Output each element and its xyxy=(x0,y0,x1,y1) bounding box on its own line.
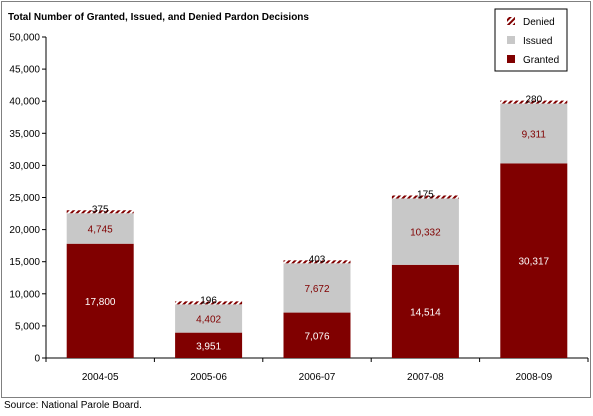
bar-granted xyxy=(391,264,459,358)
data-label-granted: 14,514 xyxy=(410,307,441,318)
y-tick-label: 50,000 xyxy=(9,33,40,44)
data-label-denied: 280 xyxy=(525,95,542,106)
y-tick-label: 5,000 xyxy=(15,321,40,332)
x-tick-label: 2004-05 xyxy=(82,372,119,383)
x-tick-label: 2008-09 xyxy=(515,372,552,383)
y-tick-label: 40,000 xyxy=(9,97,40,108)
bar-issued xyxy=(283,263,351,313)
legend-swatch-granted xyxy=(507,55,515,63)
bar-granted xyxy=(500,163,568,358)
data-label-denied: 196 xyxy=(200,295,217,306)
bar-granted xyxy=(66,243,134,358)
x-tick-label: 2007-08 xyxy=(407,372,444,383)
y-tick-label: 20,000 xyxy=(9,225,40,236)
data-label-issued: 9,311 xyxy=(522,129,547,140)
x-tick-label: 2005-06 xyxy=(190,372,227,383)
legend-label-denied: Denied xyxy=(523,17,555,28)
axes: 0 5,000 10,000 15,000 20,000 25,000 30,000 35,0… xyxy=(9,33,589,383)
bar-granted xyxy=(283,312,351,358)
bar-denied xyxy=(175,301,243,305)
data-label-granted: 30,317 xyxy=(519,257,550,268)
data-label-denied: 403 xyxy=(309,254,326,265)
y-tick-label: 25,000 xyxy=(9,193,40,204)
data-label-issued: 4,402 xyxy=(196,315,221,326)
data-label-granted: 3,951 xyxy=(196,341,221,352)
y-tick-label: 30,000 xyxy=(9,161,40,172)
source-note: Source: National Parole Board. xyxy=(4,400,142,411)
bars: 17,800 4,745 375 3,951 4,402 196 7,076 7,672 403… xyxy=(66,95,568,358)
bar-denied xyxy=(391,195,459,199)
bar-denied xyxy=(66,210,134,214)
bar-issued xyxy=(500,103,568,164)
data-label-issued: 10,332 xyxy=(410,228,441,239)
legend-label-granted: Granted xyxy=(523,55,559,66)
legend-label-issued: Issued xyxy=(523,36,552,47)
data-label-denied: 175 xyxy=(417,189,434,200)
y-tick-label: 10,000 xyxy=(9,289,40,300)
bar-denied xyxy=(500,100,568,104)
data-label-denied: 375 xyxy=(92,204,109,215)
bar-issued xyxy=(175,304,243,333)
y-tick-label: 45,000 xyxy=(9,65,40,76)
chart-title: Total Number of Granted, Issued, and Den… xyxy=(8,12,309,23)
bar-issued xyxy=(66,213,134,244)
legend-swatch-denied xyxy=(507,17,515,25)
y-tick-label: 15,000 xyxy=(9,257,40,268)
y-tick-label: 35,000 xyxy=(9,129,40,140)
data-label-granted: 17,800 xyxy=(85,297,116,308)
bar-issued xyxy=(391,198,459,265)
legend: Denied Issued Granted xyxy=(494,8,568,72)
stacked-bar-chart: Total Number of Granted, Issued, and Den… xyxy=(8,8,589,383)
x-tick-label: 2006-07 xyxy=(299,372,336,383)
y-tick-label: 0 xyxy=(34,354,40,365)
legend-swatch-issued xyxy=(507,36,515,44)
bar-denied xyxy=(283,260,351,264)
data-label-issued: 7,672 xyxy=(304,284,329,295)
data-label-granted: 7,076 xyxy=(304,331,329,342)
bar-granted xyxy=(175,332,243,358)
data-label-issued: 4,745 xyxy=(88,224,113,235)
